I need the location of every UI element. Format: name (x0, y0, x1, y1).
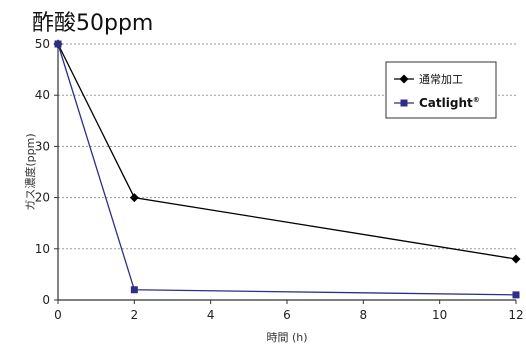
y-tick-label-20: 20 (35, 191, 50, 205)
series-0-point-1 (129, 193, 139, 203)
series-1-point-1 (130, 286, 138, 294)
x-tick-labels: 0 2 4 6 8 10 12 (54, 308, 523, 322)
legend-label-0: 通常加工 (419, 73, 463, 86)
legend: 通常加工 Catlight® (385, 61, 497, 119)
series-1-point-0 (54, 40, 62, 48)
x-tick-label-4: 4 (207, 308, 215, 322)
chart-title: 酢酸50ppm (32, 11, 153, 36)
legend-marker-1 (400, 99, 408, 107)
x-tick-label-0: 0 (54, 308, 62, 322)
y-tick-label-40: 40 (35, 88, 50, 102)
legend-box (385, 61, 497, 119)
series-1-point-2 (512, 291, 520, 299)
series-group (53, 39, 521, 299)
x-tick-label-2: 2 (131, 308, 139, 322)
series-0-point-2 (511, 254, 521, 264)
y-axis-label: ガス濃度(ppm) (23, 133, 37, 210)
y-tick-labels: 0 10 20 30 40 50 (35, 37, 50, 307)
x-tick-label-12: 12 (508, 308, 523, 322)
y-tick-label-50: 50 (35, 37, 50, 51)
y-tick-label-10: 10 (35, 242, 50, 256)
legend-label-1: Catlight® (419, 96, 480, 110)
x-tick-label-10: 10 (432, 308, 447, 322)
y-tick-label-0: 0 (42, 293, 50, 307)
legend-marker-0 (399, 74, 409, 84)
x-tick-label-6: 6 (283, 308, 291, 322)
legend-label-superscript-1: ® (473, 96, 480, 104)
x-tick-label-8: 8 (360, 308, 368, 322)
x-axis-label: 時間 (h) (266, 331, 307, 344)
y-tick-label-30: 30 (35, 139, 50, 153)
